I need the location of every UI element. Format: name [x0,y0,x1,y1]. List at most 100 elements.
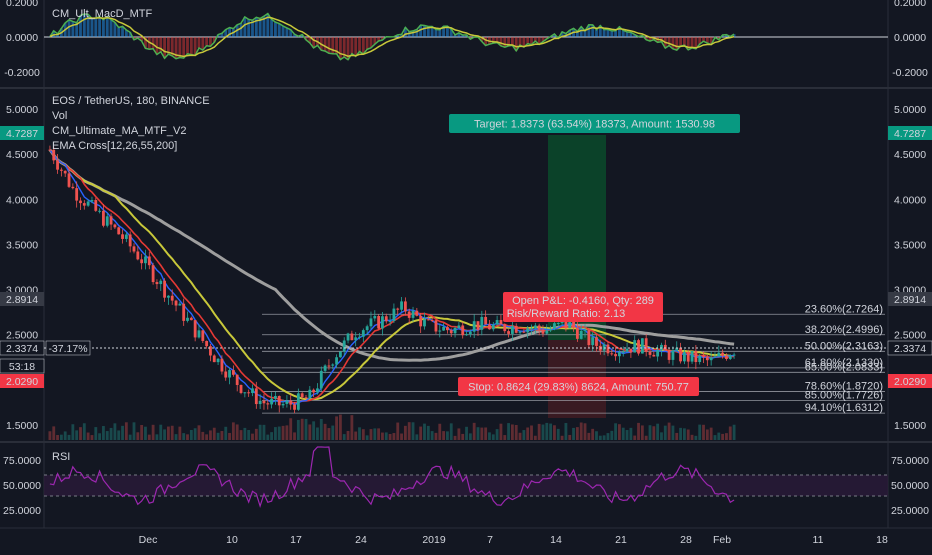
candle-body [228,370,231,377]
macd-histogram-bar [511,37,514,45]
candle-body [511,326,514,334]
volume-bar [473,423,476,440]
candle-body [442,327,445,331]
volume-bar [71,424,74,440]
volume-bar [335,416,338,440]
macd-histogram-bar [526,37,529,44]
volume-bar [198,425,201,440]
volume-bar [503,435,506,440]
candle-body [167,296,170,298]
volume-bar [591,429,594,440]
volume-bar [251,434,254,440]
candle-body [610,353,613,354]
volume-bar [240,430,243,440]
fib-label-6: 85.00%(1.7726) [805,389,883,401]
macd-histogram-bar [503,37,506,47]
macd-tick-left-2: -0.2000 [4,67,40,79]
level-marker-left: 2.8914 [0,292,44,306]
volume-bar [603,435,606,440]
candle-body [301,393,304,397]
candle-body [412,311,415,318]
last-price-marker-right: 2.3374 [888,341,932,355]
volume-bar [117,430,120,440]
svg-text:2.8914: 2.8914 [6,294,38,306]
volume-bar [156,434,159,440]
candle-body [465,334,468,335]
candle-body [347,334,350,341]
candle-body [607,344,610,353]
candle-body [205,341,208,346]
candle-body [94,200,97,211]
candle-body [641,338,644,353]
volume-bar [545,423,548,440]
svg-text:2.0290: 2.0290 [894,376,926,388]
candle-body [717,353,720,357]
candle-body [396,309,399,310]
volume-bar [557,429,560,440]
time-tick-4: 2019 [422,534,446,546]
volume-bar [488,432,491,440]
stop-label[interactable]: Stop: 0.8624 (29.83%) 8624, Amount: 750.… [458,377,699,396]
candle-body [633,340,636,352]
target-label[interactable]: Target: 1.8373 (63.54%) 18373, Amount: 1… [449,114,740,133]
macd-histogram-bar [324,37,327,51]
macd-histogram-bar [94,18,97,37]
volume-bar [404,426,407,440]
volume-bar [370,429,373,440]
candle-body [113,225,116,228]
candle-body [393,309,396,321]
macd-histogram-bar [71,21,74,37]
candle-body [221,359,224,372]
candle-body [519,332,522,333]
volume-bar [484,427,487,440]
candle-body [557,323,560,324]
volume-bar [140,425,143,440]
rsi-tick-right-0: 75.0000 [891,455,929,467]
candle-body [706,357,709,360]
macd-histogram-bar [198,37,201,48]
price-tick-left-5: 2.5000 [6,330,38,342]
candle-body [733,355,736,356]
volume-bar [511,424,514,440]
volume-bar [694,436,697,440]
open-pnl-label[interactable]: Open P&L: -0.4160, Qty: 289 Risk/Reward … [503,292,663,322]
candle-body [163,281,166,298]
macd-histogram-bar [438,30,441,37]
candle-body [622,352,625,353]
level-marker-right: 2.8914 [888,292,932,306]
volume-bar [461,434,464,440]
candle-body [328,366,331,367]
volume-bar [324,424,327,440]
candle-body [565,322,568,329]
macd-histogram-bar [614,31,617,37]
candle-body [106,216,109,225]
candle-body [480,317,483,330]
volume-bar [94,427,97,440]
volume-bar [480,428,483,440]
candle-body [652,355,655,357]
volume-bar [285,425,288,440]
volume-bar [129,435,132,440]
volume-bar [649,425,652,440]
candle-body [148,256,151,265]
volume-bar [389,434,392,440]
price-tick-right-3: 3.5000 [894,239,926,251]
price-tick-left-0: 5.0000 [6,104,38,116]
candle-body [198,330,201,337]
rsi-indicator-label: RSI [52,451,70,463]
volume-bar [217,433,220,440]
macd-histogram-bar [91,18,94,37]
volume-bar [637,423,640,440]
candle-body [687,352,690,362]
candle-body [683,352,686,361]
volume-bar [672,426,675,440]
candle-body [515,326,518,333]
volume-bar [645,436,648,440]
volume-bar [622,428,625,440]
candle-body [660,345,663,350]
time-tick-7: 21 [615,534,627,546]
volume-bar [393,433,396,440]
volume-bar [691,435,694,440]
risk-reward-text: Risk/Reward Ratio: 2.13 [507,308,626,320]
